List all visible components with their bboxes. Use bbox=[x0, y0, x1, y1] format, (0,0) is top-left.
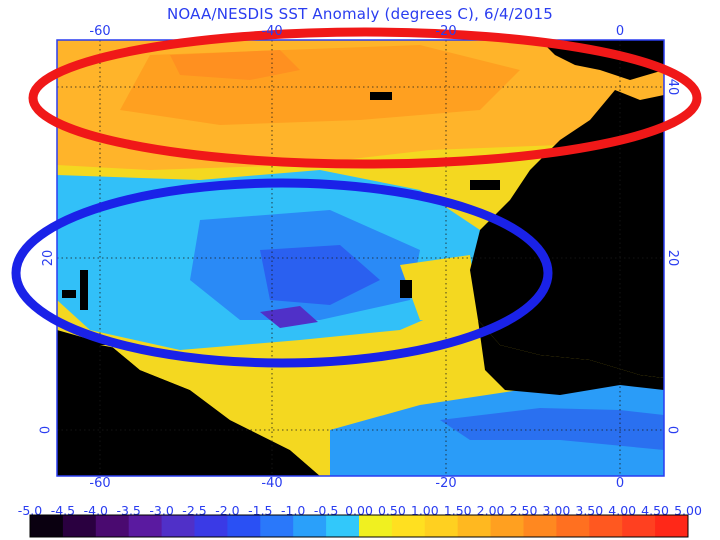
colorbar-swatch bbox=[523, 515, 557, 537]
colorbar-swatch bbox=[194, 515, 228, 537]
colorbar-swatch bbox=[62, 515, 97, 537]
lon-tick-top: -20 bbox=[435, 24, 457, 39]
island bbox=[400, 280, 412, 298]
colorbar-swatch bbox=[227, 515, 261, 537]
colorbar-swatch bbox=[457, 515, 492, 537]
colorbar-label: 0.50 bbox=[377, 503, 406, 518]
south-america-landmass bbox=[57, 330, 320, 476]
colorbar-label: 3.00 bbox=[542, 503, 571, 518]
colorbar-swatch bbox=[359, 515, 393, 537]
colorbar-label: 2.50 bbox=[509, 503, 538, 518]
colorbar-label: -4.0 bbox=[83, 503, 108, 518]
colorbar-swatch bbox=[293, 515, 327, 537]
colorbar-label: -2.5 bbox=[182, 503, 207, 518]
colorbar-swatch bbox=[490, 515, 524, 537]
lon-tick-bottom: -40 bbox=[261, 476, 283, 491]
colorbar-swatch bbox=[556, 515, 590, 537]
colorbar-frame bbox=[29, 514, 689, 538]
lon-tick-top: 0 bbox=[615, 24, 625, 39]
island bbox=[62, 290, 76, 298]
colorbar-swatch bbox=[128, 515, 163, 537]
colorbar-label: 1.00 bbox=[410, 503, 439, 518]
map-frame bbox=[56, 39, 665, 477]
graticule bbox=[57, 40, 664, 476]
colorbar-swatch bbox=[622, 515, 656, 537]
colorbar-label: -4.5 bbox=[50, 503, 76, 518]
africa-landmass-south bbox=[478, 320, 664, 395]
colorbar-swatch bbox=[655, 515, 689, 537]
orange-patch bbox=[170, 50, 300, 80]
colorbar-swatch bbox=[260, 515, 294, 537]
colorbar-swatch bbox=[30, 515, 64, 537]
lon-tick-bottom: -60 bbox=[89, 476, 111, 491]
colorbar-label: -3.0 bbox=[149, 503, 174, 518]
colorbar-label: -1.0 bbox=[280, 503, 306, 518]
island bbox=[80, 270, 88, 310]
colorbar-label: 0.00 bbox=[345, 503, 373, 518]
warm-region-ellipse bbox=[28, 27, 702, 169]
colorbar-label: 4.00 bbox=[608, 503, 637, 518]
island bbox=[370, 92, 392, 100]
colorbar-label: -0.5 bbox=[313, 503, 339, 518]
colorbar-label: -1.5 bbox=[248, 503, 273, 518]
colorbar-label: 3.50 bbox=[575, 503, 604, 518]
colorbar-label: -2.0 bbox=[215, 503, 240, 518]
cool-darkest bbox=[260, 306, 318, 328]
map-title: NOAA/NESDIS SST Anomaly (degrees C), 6/4… bbox=[166, 5, 553, 23]
lon-tick-top: -40 bbox=[261, 24, 283, 39]
colorbar-swatch bbox=[424, 515, 459, 537]
colorbar-label: -5.0 bbox=[17, 503, 43, 518]
colorbar-swatch bbox=[326, 515, 360, 537]
colorbar-label: 4.50 bbox=[641, 503, 670, 518]
africa-landmass bbox=[470, 40, 664, 378]
warm-strip-south-america bbox=[100, 345, 330, 476]
colorbar-label: 5.00 bbox=[674, 503, 702, 518]
neutral-patch bbox=[400, 255, 480, 320]
cool-dark bbox=[260, 245, 380, 305]
colorbar-label: 2.00 bbox=[476, 503, 505, 518]
colorbar-swatch bbox=[95, 515, 130, 537]
equatorial-dark bbox=[440, 408, 664, 450]
colorbar-label: 1.50 bbox=[443, 503, 472, 518]
colorbar-swatch bbox=[161, 515, 195, 537]
colorbar-swatch bbox=[589, 515, 623, 537]
colorbar-label: -3.5 bbox=[116, 503, 141, 518]
cool-region-ellipse bbox=[11, 178, 553, 368]
lon-tick-top: -60 bbox=[89, 24, 111, 39]
colorbar-swatch bbox=[391, 515, 426, 537]
lon-tick-bottom: -20 bbox=[435, 476, 457, 491]
lon-tick-bottom: 0 bbox=[615, 476, 625, 491]
island bbox=[470, 180, 500, 190]
